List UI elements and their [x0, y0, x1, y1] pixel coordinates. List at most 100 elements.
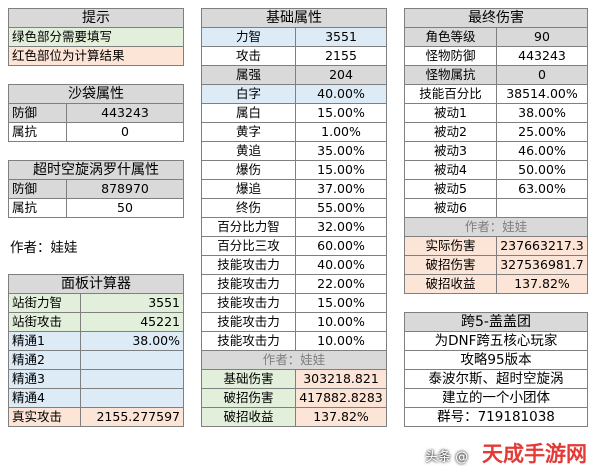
final-value-cell[interactable]: 25.00% [496, 122, 588, 142]
final-value-cell[interactable] [496, 198, 588, 218]
final-value-cell[interactable]: 443243 [496, 46, 588, 66]
final-value-cell[interactable]: 90 [496, 27, 588, 47]
base-label: 黄追 [201, 141, 296, 161]
base-label: 百分比三攻 [201, 236, 296, 256]
base-value-cell[interactable]: 55.00% [295, 198, 387, 218]
panel-value-cell[interactable] [80, 369, 184, 389]
base-label: 终伤 [201, 198, 296, 218]
vortex-value-cell[interactable]: 878970 [66, 179, 184, 199]
base-result-value: 303218.821 [295, 369, 387, 389]
base-attributes-table: 基础属性 力智 3551 攻击 2155 属强 204 白字 40.00% 属白 15.0… [201, 8, 387, 427]
final-label: 被动3 [404, 141, 497, 161]
base-value-cell[interactable]: 2155 [295, 46, 387, 66]
panel-value-cell[interactable] [80, 388, 184, 408]
final-result-value: 137.82% [496, 274, 588, 294]
vortex-label: 防御 [8, 179, 67, 199]
base-label: 技能攻击力 [201, 312, 296, 332]
panel-label: 精通1 [8, 331, 81, 351]
base-author-row: 作者：娃娃 [201, 350, 387, 370]
final-result-value: 237663217.3 [496, 236, 588, 256]
base-label: 技能攻击力 [201, 331, 296, 351]
final-label: 被动4 [404, 160, 497, 180]
vortex-value-cell[interactable]: 50 [66, 198, 184, 218]
vortex-label: 属抗 [8, 198, 67, 218]
final-label: 被动5 [404, 179, 497, 199]
panel-label: 精通4 [8, 388, 81, 408]
panel-calculator-table: 面板计算器 站街力智 3551 站街攻击 45221 精通1 38.00% 精通2 精… [8, 274, 184, 427]
group-title: 跨5-盖盖团 [404, 312, 588, 332]
base-value-cell[interactable]: 32.00% [295, 217, 387, 237]
tips-table: 提示 绿色部分需要填写 红色部位为计算结果 [8, 8, 184, 66]
final-result-label: 破招收益 [404, 274, 497, 294]
panel-result-cell: 2155.277597 [80, 407, 184, 427]
tips-red-note: 红色部位为计算结果 [8, 46, 184, 66]
group-info-table: 跨5-盖盖团 为DNF跨五核心玩家 攻略95版本 泰波尔斯、超时空旋涡 建立的一… [404, 312, 588, 427]
tips-green-note: 绿色部分需要填写 [8, 27, 184, 47]
panel-value-cell[interactable]: 45221 [80, 312, 184, 332]
base-result-value: 417882.8283 [295, 388, 387, 408]
base-value-cell[interactable]: 40.00% [295, 255, 387, 275]
group-line: 泰波尔斯、超时空旋涡 [404, 369, 588, 389]
base-result-label: 破招伤害 [201, 388, 296, 408]
base-label: 属白 [201, 103, 296, 123]
final-author-row: 作者：娃娃 [404, 217, 588, 237]
base-result-label: 基础伤害 [201, 369, 296, 389]
final-value-cell[interactable]: 46.00% [496, 141, 588, 161]
panel-label: 站街力智 [8, 293, 81, 313]
final-result-value: 327536981.7 [496, 255, 588, 275]
base-label: 爆伤 [201, 160, 296, 180]
vortex-title: 超时空旋涡罗什属性 [8, 160, 184, 180]
base-label: 爆追 [201, 179, 296, 199]
final-value-cell[interactable]: 38514.00% [496, 84, 588, 104]
base-value-cell[interactable]: 35.00% [295, 141, 387, 161]
group-line: 建立的一个小团体 [404, 388, 588, 408]
final-title: 最终伤害 [404, 8, 588, 28]
panel-value-cell[interactable]: 38.00% [80, 331, 184, 351]
base-label: 黄字 [201, 122, 296, 142]
final-value-cell[interactable]: 38.00% [496, 103, 588, 123]
panel-label: 真实攻击 [8, 407, 81, 427]
base-value-cell[interactable]: 15.00% [295, 103, 387, 123]
base-result-label: 破招收益 [201, 407, 296, 427]
final-label: 角色等级 [404, 27, 497, 47]
sandbag-title: 沙袋属性 [8, 84, 184, 104]
base-value-cell[interactable]: 40.00% [295, 84, 387, 104]
base-value-cell[interactable]: 1.00% [295, 122, 387, 142]
panel-label: 精通2 [8, 350, 81, 370]
base-value-cell[interactable]: 10.00% [295, 331, 387, 351]
base-label: 技能攻击力 [201, 293, 296, 313]
sandbag-label: 防御 [8, 103, 67, 123]
sandbag-value-cell[interactable]: 443243 [66, 103, 184, 123]
base-value-cell[interactable]: 37.00% [295, 179, 387, 199]
base-result-value: 137.82% [295, 407, 387, 427]
final-label: 被动6 [404, 198, 497, 218]
base-value-cell[interactable]: 204 [295, 65, 387, 85]
watermark-source: 头条 @ [425, 450, 469, 465]
watermark-logo: 天成手游网 [482, 442, 587, 466]
base-value-cell[interactable]: 15.00% [295, 160, 387, 180]
tips-title: 提示 [8, 8, 184, 28]
base-label: 技能攻击力 [201, 255, 296, 275]
final-label: 被动2 [404, 122, 497, 142]
final-value-cell[interactable]: 63.00% [496, 179, 588, 199]
vortex-table: 超时空旋涡罗什属性 防御 878970 属抗 50 [8, 160, 184, 218]
base-value-cell[interactable]: 10.00% [295, 312, 387, 332]
base-label: 白字 [201, 84, 296, 104]
base-label: 攻击 [201, 46, 296, 66]
final-label: 被动1 [404, 103, 497, 123]
final-value-cell[interactable]: 0 [496, 65, 588, 85]
base-value-cell[interactable]: 22.00% [295, 274, 387, 294]
base-value-cell[interactable]: 3551 [295, 27, 387, 47]
panel-value-cell[interactable] [80, 350, 184, 370]
base-label: 属强 [201, 65, 296, 85]
panel-label: 站街攻击 [8, 312, 81, 332]
base-value-cell[interactable]: 15.00% [295, 293, 387, 313]
panel-value-cell[interactable]: 3551 [80, 293, 184, 313]
base-value-cell[interactable]: 60.00% [295, 236, 387, 256]
final-result-label: 破招伤害 [404, 255, 497, 275]
final-label: 怪物防御 [404, 46, 497, 66]
final-label: 怪物属抗 [404, 65, 497, 85]
sandbag-value-cell[interactable]: 0 [66, 122, 184, 142]
final-value-cell[interactable]: 50.00% [496, 160, 588, 180]
final-label: 技能百分比 [404, 84, 497, 104]
